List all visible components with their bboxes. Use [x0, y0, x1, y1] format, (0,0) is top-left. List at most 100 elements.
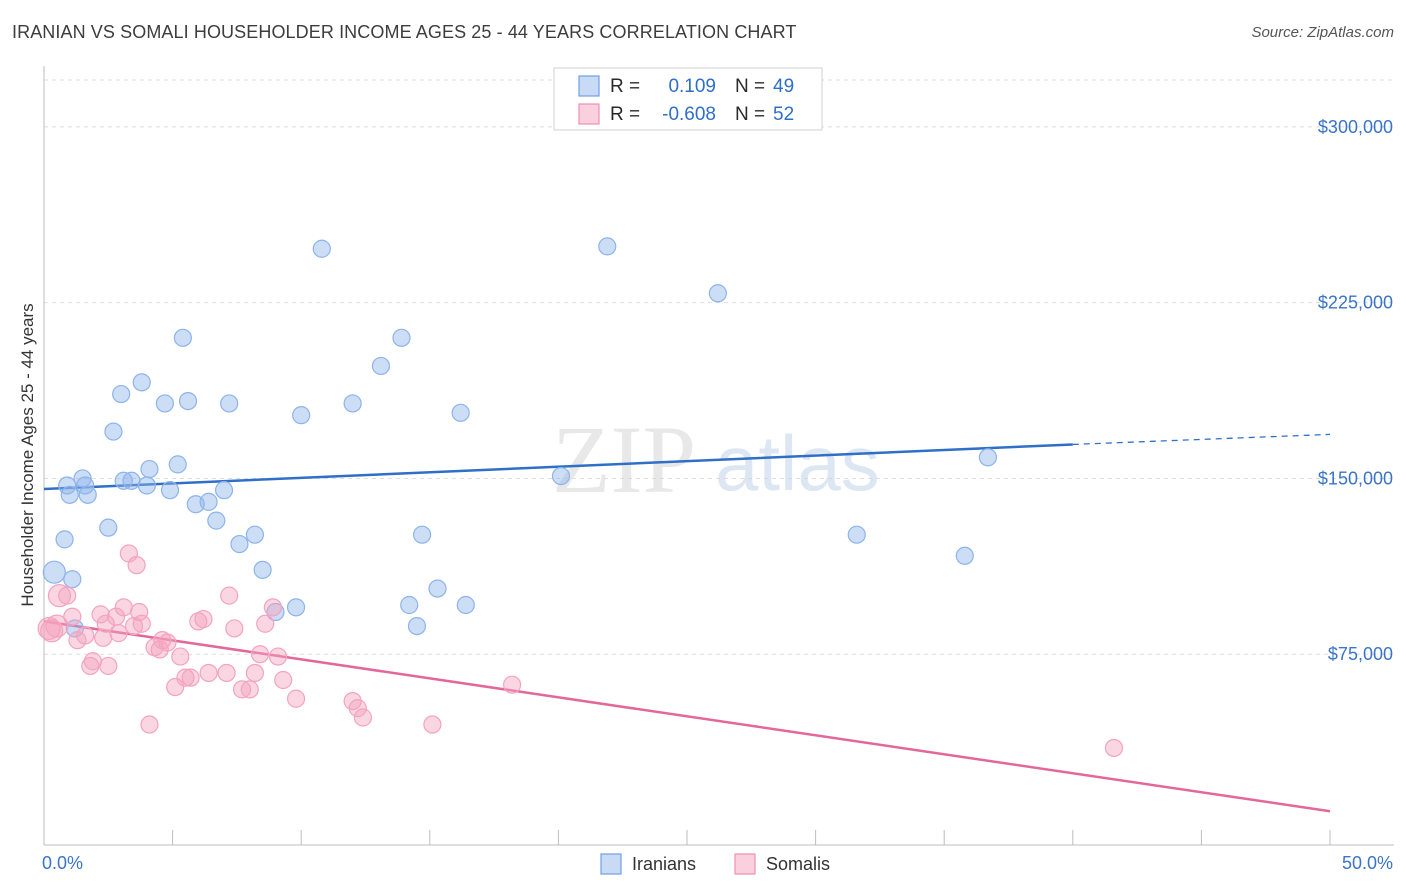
legend-n-label-1: N =	[735, 76, 765, 97]
iranians-point-23	[199, 492, 218, 511]
trend-lines	[43, 433, 1331, 813]
iranians-point-4	[63, 570, 82, 589]
iranians-point-36	[392, 328, 411, 347]
iranians-point-12	[114, 471, 133, 490]
iranians-point-13	[122, 471, 141, 490]
somalis-point-32	[199, 663, 218, 683]
somalis-point-6	[76, 626, 95, 645]
iranians-point-26	[220, 394, 239, 413]
somalis-point-19	[130, 602, 149, 622]
iranians-point-42	[456, 595, 475, 615]
iranians-point-38	[407, 616, 427, 636]
iranians-point-43	[551, 466, 571, 486]
somalis-point-29	[181, 668, 200, 687]
legend-bottom-somalis: Somalis	[766, 854, 830, 874]
scatter-points	[37, 237, 1124, 758]
iranians-point-25	[214, 481, 234, 500]
legend-swatch-somalis	[578, 103, 600, 125]
somalis-point-39	[250, 645, 270, 664]
legend-n-value-1: 49	[773, 76, 794, 97]
iranians-point-33	[312, 239, 331, 258]
legend-swatch-iranians	[578, 75, 600, 97]
somalis-point-18	[127, 556, 146, 575]
watermark-atlas: atlas	[715, 419, 880, 507]
somalis-point-25	[158, 633, 177, 652]
iranians-point-8	[78, 485, 97, 504]
iranians-point-24	[207, 511, 226, 530]
iranians-point-10	[104, 422, 123, 441]
iranians-point-31	[286, 598, 306, 617]
somalis-point-42	[268, 647, 288, 666]
somalis-point-33	[217, 663, 236, 683]
iranians-point-5	[65, 619, 84, 638]
somalis-point-41	[263, 598, 283, 617]
y-axis-label: Householder Income Ages 25 - 44 years	[18, 303, 37, 606]
iranians-point-46	[847, 525, 866, 544]
legend-r-label-1: R =	[610, 76, 640, 97]
legend-r-label-2: R =	[610, 104, 640, 125]
iranians-point-45	[708, 284, 727, 303]
source-label: Source: ZipAtlas.com	[1251, 24, 1394, 41]
iranians-point-1	[55, 530, 74, 549]
gridlines	[44, 79, 1394, 655]
iranians-point-32	[292, 406, 311, 425]
somalis-point-21	[140, 715, 159, 734]
somalis-point-31	[194, 609, 213, 629]
legend-top: R = 0.109 N = 49 R = -0.608 N = 52	[553, 67, 823, 131]
y-tick-label-2: $225,000	[1318, 293, 1393, 313]
y-tick-label-0: $75,000	[1328, 644, 1393, 664]
iranians-point-44	[598, 237, 617, 256]
iranians-point-20	[173, 328, 192, 347]
iranians-point-47	[955, 546, 974, 565]
somalis-point-40	[256, 614, 275, 633]
iranians-point-21	[178, 391, 198, 411]
iranians-point-6	[73, 469, 92, 488]
iranians-point-3	[60, 485, 79, 504]
legend-r-value-1: 0.109	[668, 76, 716, 97]
iranians-point-11	[112, 384, 131, 404]
axes	[43, 66, 1394, 846]
iranians-point-28	[245, 525, 265, 544]
somalis-point-34	[220, 586, 239, 605]
somalis-point-4	[63, 607, 82, 626]
iranians-trend-extension	[1072, 433, 1331, 446]
y-tick-label-1: $150,000	[1318, 468, 1393, 488]
somalis-point-43	[274, 670, 293, 690]
somalis-point-27	[171, 647, 190, 666]
somalis-point-14	[109, 624, 128, 643]
y-tick-label-3: $300,000	[1318, 117, 1393, 137]
somalis-point-46	[348, 699, 367, 718]
legend-bottom: Iranians Somalis	[600, 853, 830, 875]
somalis-point-15	[114, 598, 133, 617]
somalis-point-9	[91, 605, 110, 624]
chart-title: IRANIAN VS SOMALI HOUSEHOLDER INCOME AGE…	[12, 22, 797, 42]
legend-n-label-2: N =	[735, 104, 765, 125]
somalis-point-51	[37, 616, 61, 641]
iranians-point-48	[978, 448, 998, 467]
legend-bottom-iranians: Iranians	[632, 854, 696, 874]
somalis-point-35	[225, 619, 244, 638]
somalis-point-28	[176, 668, 195, 687]
x-tick-label-1: 50.0%	[1342, 853, 1393, 873]
iranians-point-41	[451, 403, 470, 422]
somalis-point-11	[96, 614, 115, 633]
iranians-point-37	[400, 595, 419, 615]
somalis-point-20	[132, 614, 151, 633]
iranians-point-34	[343, 394, 362, 413]
iranians-point-15	[137, 476, 156, 495]
somalis-point-48	[423, 715, 442, 734]
legend-n-value-2: 52	[773, 104, 794, 125]
legend-bottom-swatch-somalis	[734, 853, 756, 875]
somalis-point-50	[1104, 738, 1124, 758]
somalis-point-44	[286, 689, 306, 708]
iranians-trend-line	[43, 443, 1073, 491]
somalis-point-47	[353, 708, 373, 727]
legend-bottom-swatch-iranians	[600, 853, 622, 875]
somalis-point-2	[47, 584, 72, 608]
iranians-point-39	[412, 525, 432, 544]
watermark-zip: ZIP	[552, 406, 696, 513]
somalis-point-49	[503, 675, 522, 694]
somalis-point-8	[83, 652, 102, 671]
iranians-point-29	[253, 560, 272, 579]
